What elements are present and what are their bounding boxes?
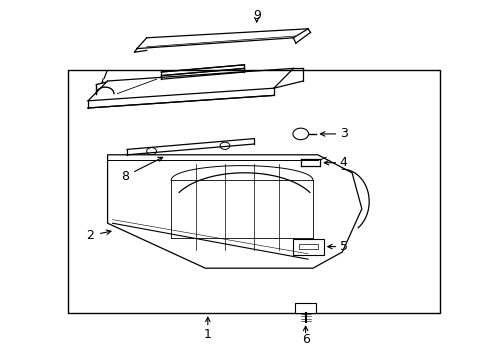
- Text: 2: 2: [86, 229, 94, 242]
- Circle shape: [146, 148, 156, 155]
- Text: 7: 7: [101, 69, 109, 82]
- Text: 3: 3: [339, 127, 347, 140]
- Bar: [68, 70, 439, 313]
- Circle shape: [292, 128, 308, 140]
- Text: 9: 9: [252, 9, 260, 22]
- Bar: [294, 303, 316, 313]
- Text: 4: 4: [339, 156, 347, 169]
- Text: 5: 5: [339, 240, 347, 253]
- Bar: [299, 244, 317, 249]
- Text: 6: 6: [301, 333, 309, 346]
- Polygon shape: [107, 155, 361, 268]
- Bar: [293, 239, 323, 255]
- Circle shape: [220, 142, 229, 149]
- Text: 8: 8: [121, 170, 128, 183]
- Text: 1: 1: [203, 328, 211, 341]
